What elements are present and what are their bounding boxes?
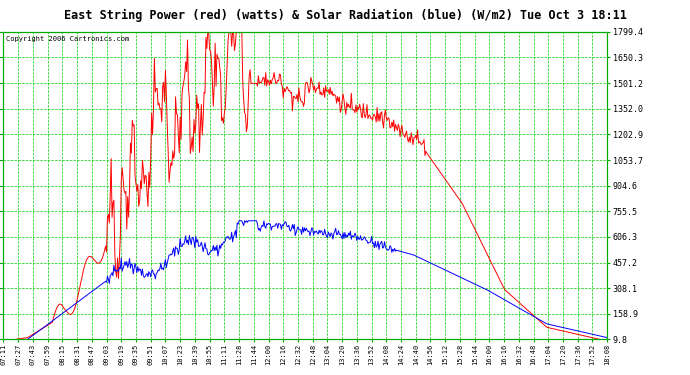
Text: Copyright 2006 Cartronics.com: Copyright 2006 Cartronics.com xyxy=(6,36,130,42)
Text: East String Power (red) (watts) & Solar Radiation (blue) (W/m2) Tue Oct 3 18:11: East String Power (red) (watts) & Solar … xyxy=(63,9,627,22)
